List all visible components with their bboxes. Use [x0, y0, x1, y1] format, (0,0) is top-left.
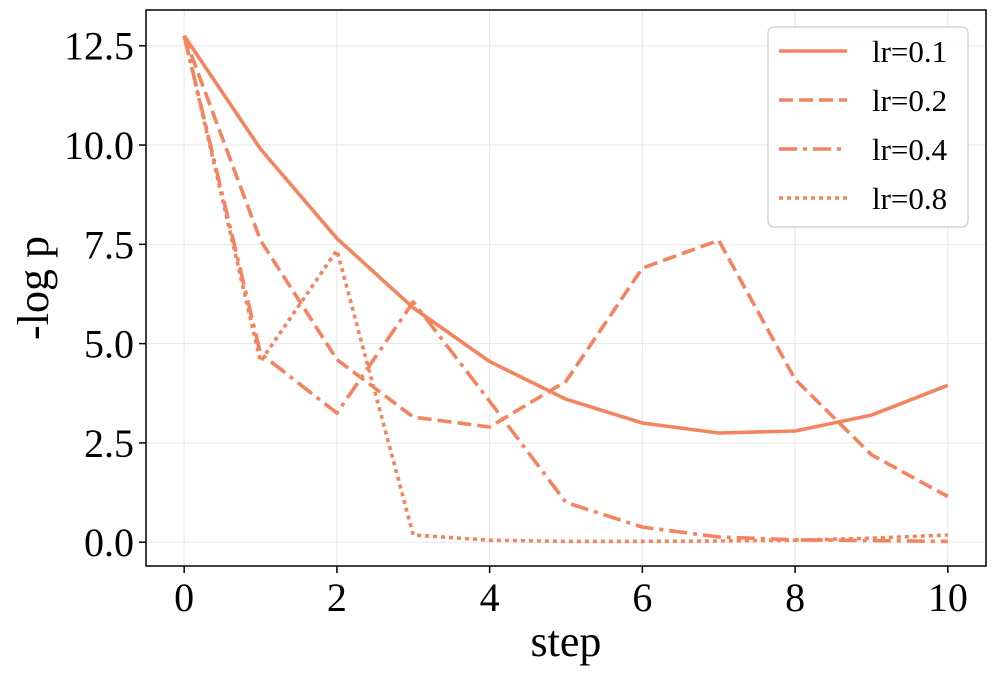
y-axis-title: -log p — [9, 236, 58, 340]
legend: lr=0.1 lr=0.2 lr=0.4 lr=0.8 — [767, 26, 969, 228]
x-axis-title: step — [531, 617, 602, 666]
x-tick-label: 0 — [174, 575, 194, 620]
y-tick-label: 5.0 — [84, 322, 134, 367]
series-line-lr-0-2 — [182, 35, 949, 499]
plot-frame — [145, 9, 987, 567]
series-layer — [182, 34, 949, 544]
y-tick-label: 10.0 — [64, 123, 134, 168]
x-tick-label: 6 — [632, 575, 652, 620]
x-tick-label: 4 — [480, 575, 500, 620]
legend-label: lr=0.1 — [872, 34, 947, 69]
legend-label: lr=0.8 — [872, 181, 947, 216]
legend-label: lr=0.4 — [872, 132, 948, 167]
y-tick-label: 0.0 — [84, 520, 134, 565]
x-tick-label: 2 — [327, 575, 347, 620]
x-tick-label: 10 — [928, 575, 968, 620]
ticks: 0 2 4 6 8 10 0.0 2.5 5.0 7.5 10.0 12.5 — [64, 24, 968, 620]
legend-label: lr=0.2 — [872, 83, 947, 118]
series-line-lr-0-8 — [182, 35, 948, 544]
y-tick-label: 12.5 — [64, 24, 134, 69]
y-tick-label: 2.5 — [84, 421, 134, 466]
y-tick-label: 7.5 — [84, 222, 134, 267]
series-line-lr-0-1 — [182, 34, 949, 435]
legend-box — [767, 26, 969, 228]
x-tick-label: 8 — [785, 575, 805, 620]
